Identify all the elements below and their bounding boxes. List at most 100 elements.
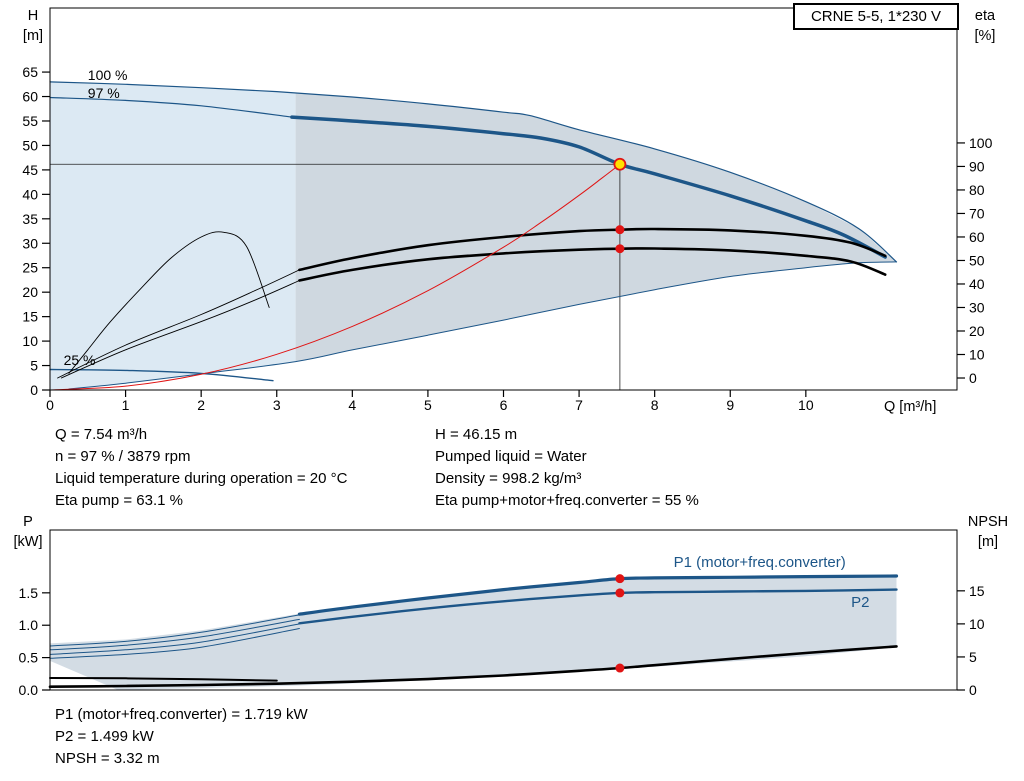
- eta-pump-line: Eta pump = 63.1 %: [55, 492, 183, 509]
- series-p-25pct: [49, 677, 278, 682]
- curve-label-25-: 25 %: [64, 352, 96, 368]
- right-axis-header: NPSH: [968, 514, 1008, 530]
- series-qh-97pct: [290, 115, 887, 259]
- left-tick-label: 65: [22, 64, 38, 80]
- left-tick-label: 1.5: [19, 585, 39, 601]
- series-p-fan-1: [49, 614, 300, 647]
- x-tick-label: 8: [651, 397, 659, 413]
- series-qh-97pct-lead: [49, 96, 293, 118]
- left-axis-header: H: [28, 8, 38, 24]
- series-p2-curve: [298, 588, 898, 625]
- curve-label-p2: P2: [851, 594, 869, 611]
- right-tick-label: 40: [969, 276, 985, 292]
- left-tick-label: 25: [22, 260, 38, 276]
- series-p-fan-3: [49, 623, 300, 655]
- region-operating-envelope-left: [50, 81, 296, 391]
- series-npsh-curve: [48, 645, 898, 688]
- curve-label-100-: 100 %: [88, 67, 128, 83]
- series-eta-arc-low-speed: [68, 231, 270, 374]
- liquid-temperature-line: Liquid temperature during operation = 20…: [55, 470, 348, 487]
- pump-model-badge: CRNE 5-5, 1*230 V: [793, 3, 959, 30]
- series-eta-fan-1: [57, 269, 300, 379]
- series-p-fan-2: [49, 618, 300, 651]
- left-axis-header: [kW]: [14, 534, 43, 550]
- x-tick-label: 2: [197, 397, 205, 413]
- x-tick-label: 5: [424, 397, 432, 413]
- marker-eta-total-dot: [615, 244, 625, 254]
- right-tick-label: 0: [969, 370, 977, 386]
- eta-total-line: Eta pump+motor+freq.converter = 55 %: [435, 492, 699, 509]
- series-system-curve: [49, 163, 621, 391]
- x-tick-label: 4: [348, 397, 356, 413]
- curve-label-97-: 97 %: [88, 85, 120, 101]
- duty-info-left-column: Q = 7.54 m³/h n = 97 % / 3879 rpm Liquid…: [55, 424, 347, 512]
- pumped-liquid-line: Pumped liquid = Water: [435, 448, 587, 465]
- right-tick-label: 0: [969, 682, 977, 698]
- p2-value-line: P2 = 1.499 kW: [55, 728, 154, 745]
- right-tick-label: 30: [969, 299, 985, 315]
- left-tick-label: 20: [22, 284, 38, 300]
- right-tick-label: 50: [969, 252, 985, 268]
- marker-npsh-dot: [615, 663, 625, 673]
- x-tick-label: 9: [726, 397, 734, 413]
- left-tick-label: 5: [30, 358, 38, 374]
- right-tick-label: 5: [969, 649, 977, 665]
- right-tick-label: 15: [969, 583, 985, 599]
- series-qh-25pct: [49, 368, 274, 382]
- right-tick-label: 20: [969, 323, 985, 339]
- right-tick-label: 100: [969, 135, 993, 151]
- left-tick-label: 0.5: [19, 650, 39, 666]
- power-info-block: P1 (motor+freq.converter) = 1.719 kW P2 …: [55, 704, 308, 770]
- right-axis-header: eta: [975, 8, 996, 24]
- density-line: Density = 998.2 kg/m³: [435, 470, 582, 487]
- series-qh-100pct: [49, 81, 898, 263]
- marker-eta-pump-dot: [615, 225, 625, 235]
- left-axis-header: P: [23, 514, 33, 530]
- right-axis-header: [%]: [975, 28, 996, 44]
- left-tick-label: 1.0: [19, 617, 39, 633]
- left-tick-label: 55: [22, 113, 38, 129]
- marker-p2-dot: [615, 588, 625, 598]
- x-axis-label: Q [m³/h]: [884, 399, 936, 415]
- right-tick-label: 90: [969, 158, 985, 174]
- right-tick-label: 60: [969, 229, 985, 245]
- left-tick-label: 60: [22, 89, 38, 105]
- left-tick-label: 10: [22, 333, 38, 349]
- plot-frame: [49, 529, 958, 691]
- x-tick-label: 3: [273, 397, 281, 413]
- x-tick-label: 10: [798, 397, 814, 413]
- x-tick-label: 0: [46, 397, 54, 413]
- right-tick-label: 70: [969, 205, 985, 221]
- marker-p1-dot: [615, 574, 625, 584]
- pump-model-label: CRNE 5-5, 1*230 V: [810, 8, 942, 25]
- curve-label-p1-motor-freq-converter-: P1 (motor+freq.converter): [674, 554, 846, 571]
- left-tick-label: 45: [22, 162, 38, 178]
- left-tick-label: 30: [22, 235, 38, 251]
- left-axis-header: [m]: [23, 28, 43, 44]
- left-tick-label: 50: [22, 137, 38, 153]
- x-tick-label: 1: [122, 397, 130, 413]
- x-tick-label: 7: [575, 397, 583, 413]
- q-value-line: Q = 7.54 m³/h: [55, 426, 148, 443]
- speed-line: n = 97 % / 3879 rpm: [55, 448, 191, 465]
- npsh-value-line: NPSH = 3.32 m: [55, 750, 160, 767]
- p1-value-line: P1 (motor+freq.converter) = 1.719 kW: [55, 706, 308, 723]
- right-axis-header: [m]: [978, 534, 998, 550]
- marker-duty-point: [613, 157, 627, 171]
- series-p-fan-4: [49, 628, 300, 659]
- region-power-envelope: [50, 575, 897, 690]
- series-eta-fan-2: [60, 280, 300, 379]
- left-tick-label: 15: [22, 309, 38, 325]
- right-tick-label: 80: [969, 182, 985, 198]
- left-tick-label: 35: [22, 211, 38, 227]
- duty-info-right-column: H = 46.15 m Pumped liquid = Water Densit…: [435, 424, 699, 512]
- left-tick-label: 0.0: [19, 682, 39, 698]
- h-value-line: H = 46.15 m: [435, 426, 518, 443]
- left-tick-label: 0: [30, 382, 38, 398]
- right-tick-label: 10: [969, 616, 985, 632]
- x-tick-label: 6: [500, 397, 508, 413]
- right-tick-label: 10: [969, 347, 985, 363]
- series-p1-curve: [297, 574, 899, 616]
